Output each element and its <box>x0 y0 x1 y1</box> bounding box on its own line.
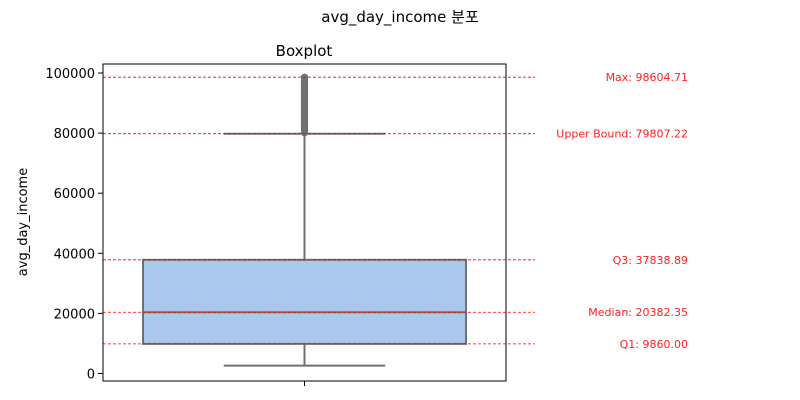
reference-line-label: Upper Bound: 79807.22 <box>556 128 688 141</box>
chart-title: Boxplot <box>276 42 333 60</box>
y-tick-label: 60000 <box>54 187 95 202</box>
y-tick-label: 80000 <box>54 127 95 142</box>
y-axis-label: avg_day_income <box>16 168 31 276</box>
figure-suptitle: avg_day_income 분포 <box>321 8 479 27</box>
reference-line-label: Q3: 37838.89 <box>613 254 688 267</box>
y-tick-label: 0 <box>87 367 95 382</box>
reference-line-label: Q1: 9860.00 <box>620 338 688 351</box>
reference-line-label: Max: 98604.71 <box>606 71 688 84</box>
plot-area: Max: 98604.71 Upper Bound: 79807.22 Q3: 37… <box>45 63 688 386</box>
iqr-box <box>142 258 467 345</box>
y-tick-label: 40000 <box>54 247 95 262</box>
y-tick-label: 100000 <box>45 67 95 82</box>
y-tick-label: 20000 <box>54 307 95 322</box>
reference-line-label: Median: 20382.35 <box>588 306 688 319</box>
